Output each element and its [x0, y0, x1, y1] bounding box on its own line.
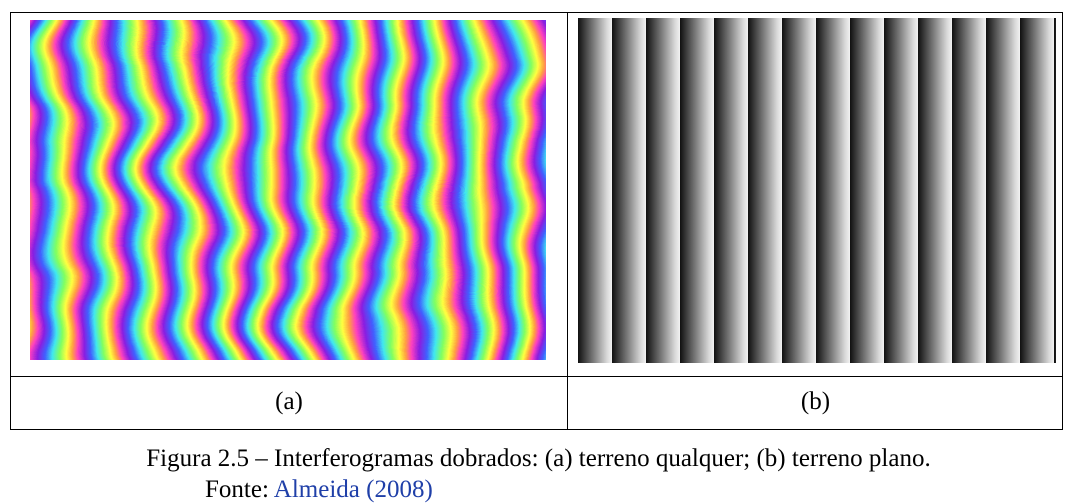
source-reference[interactable]: Almeida (2008): [274, 476, 433, 503]
source-prefix: Fonte:: [205, 476, 269, 503]
page: (a) (b) Figura 2.5 – Interferogramas dob…: [0, 0, 1077, 503]
caption: Figura 2.5 – Interferogramas dobrados: (…: [0, 445, 1077, 473]
source: Fonte: Almeida (2008): [205, 476, 433, 504]
column-divider: [567, 13, 568, 429]
panel-label: (b): [568, 388, 1063, 416]
image-a: [30, 20, 546, 360]
figure-table: (a) (b): [10, 12, 1063, 430]
image-b: [578, 18, 1056, 363]
panel-label: (a): [11, 388, 567, 416]
row-divider: [11, 376, 1062, 377]
